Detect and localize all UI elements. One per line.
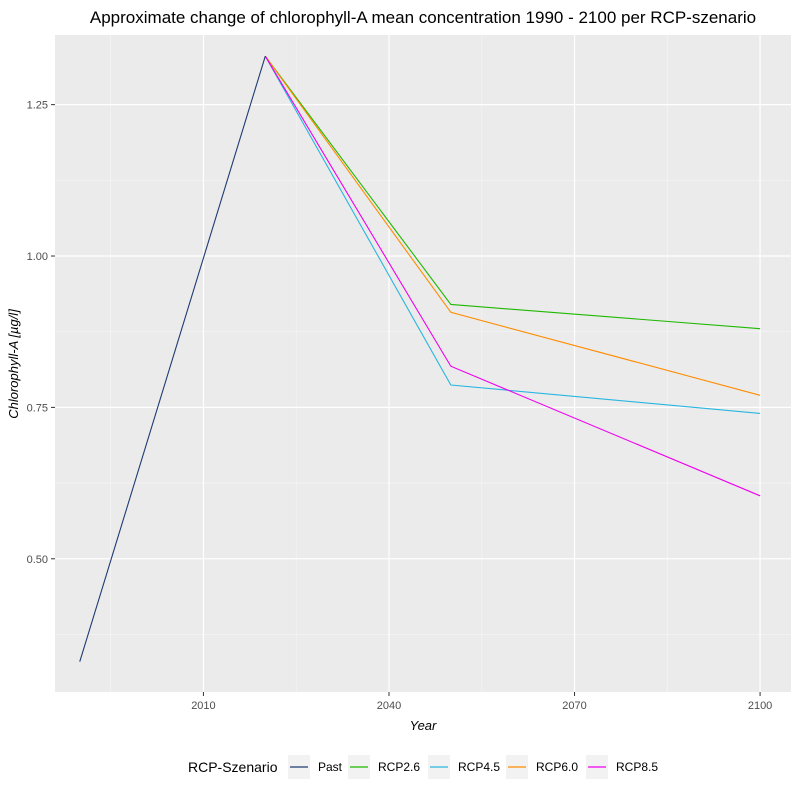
legend: RCP-Szenario Past RCP2.6 RCP4.5 RCP6.0 RCP8.… bbox=[188, 755, 658, 779]
legend-label: RCP6.0 bbox=[536, 760, 578, 774]
grid-major bbox=[55, 35, 791, 692]
legend-title: RCP-Szenario bbox=[188, 759, 278, 775]
series-lines bbox=[79, 55, 761, 662]
grid-minor bbox=[55, 35, 791, 692]
series-line-rcp85 bbox=[264, 55, 761, 497]
legend-label: RCP8.5 bbox=[616, 760, 658, 774]
plot-panel bbox=[55, 35, 791, 692]
y-tick-label: 1.00 bbox=[27, 251, 48, 263]
y-tick-label: 0.75 bbox=[27, 402, 48, 414]
series-line-rcp45 bbox=[264, 55, 761, 415]
x-axis-title: Year bbox=[410, 718, 437, 733]
series-line-past bbox=[79, 56, 266, 662]
legend-label: RCP2.6 bbox=[378, 760, 420, 774]
y-tick-label: 1.25 bbox=[27, 100, 48, 112]
y-axis: 0.50 0.75 1.00 1.25 bbox=[27, 100, 55, 566]
x-tick-label: 2040 bbox=[377, 700, 401, 712]
x-axis: 2010 2040 2070 2100 bbox=[191, 692, 772, 712]
y-tick-label: 0.50 bbox=[27, 554, 48, 566]
y-axis-title: Chlorophyll-A [µg/l] bbox=[6, 309, 21, 419]
chart-title: Approximate change of chlorophyll-A mean… bbox=[90, 8, 756, 27]
x-tick-label: 2070 bbox=[562, 700, 586, 712]
legend-label: RCP4.5 bbox=[458, 760, 500, 774]
series-line-rcp60 bbox=[264, 55, 761, 396]
x-tick-label: 2010 bbox=[191, 700, 215, 712]
series-line-rcp26 bbox=[264, 55, 761, 330]
x-tick-label: 2100 bbox=[748, 700, 772, 712]
legend-label: Past bbox=[318, 760, 343, 774]
